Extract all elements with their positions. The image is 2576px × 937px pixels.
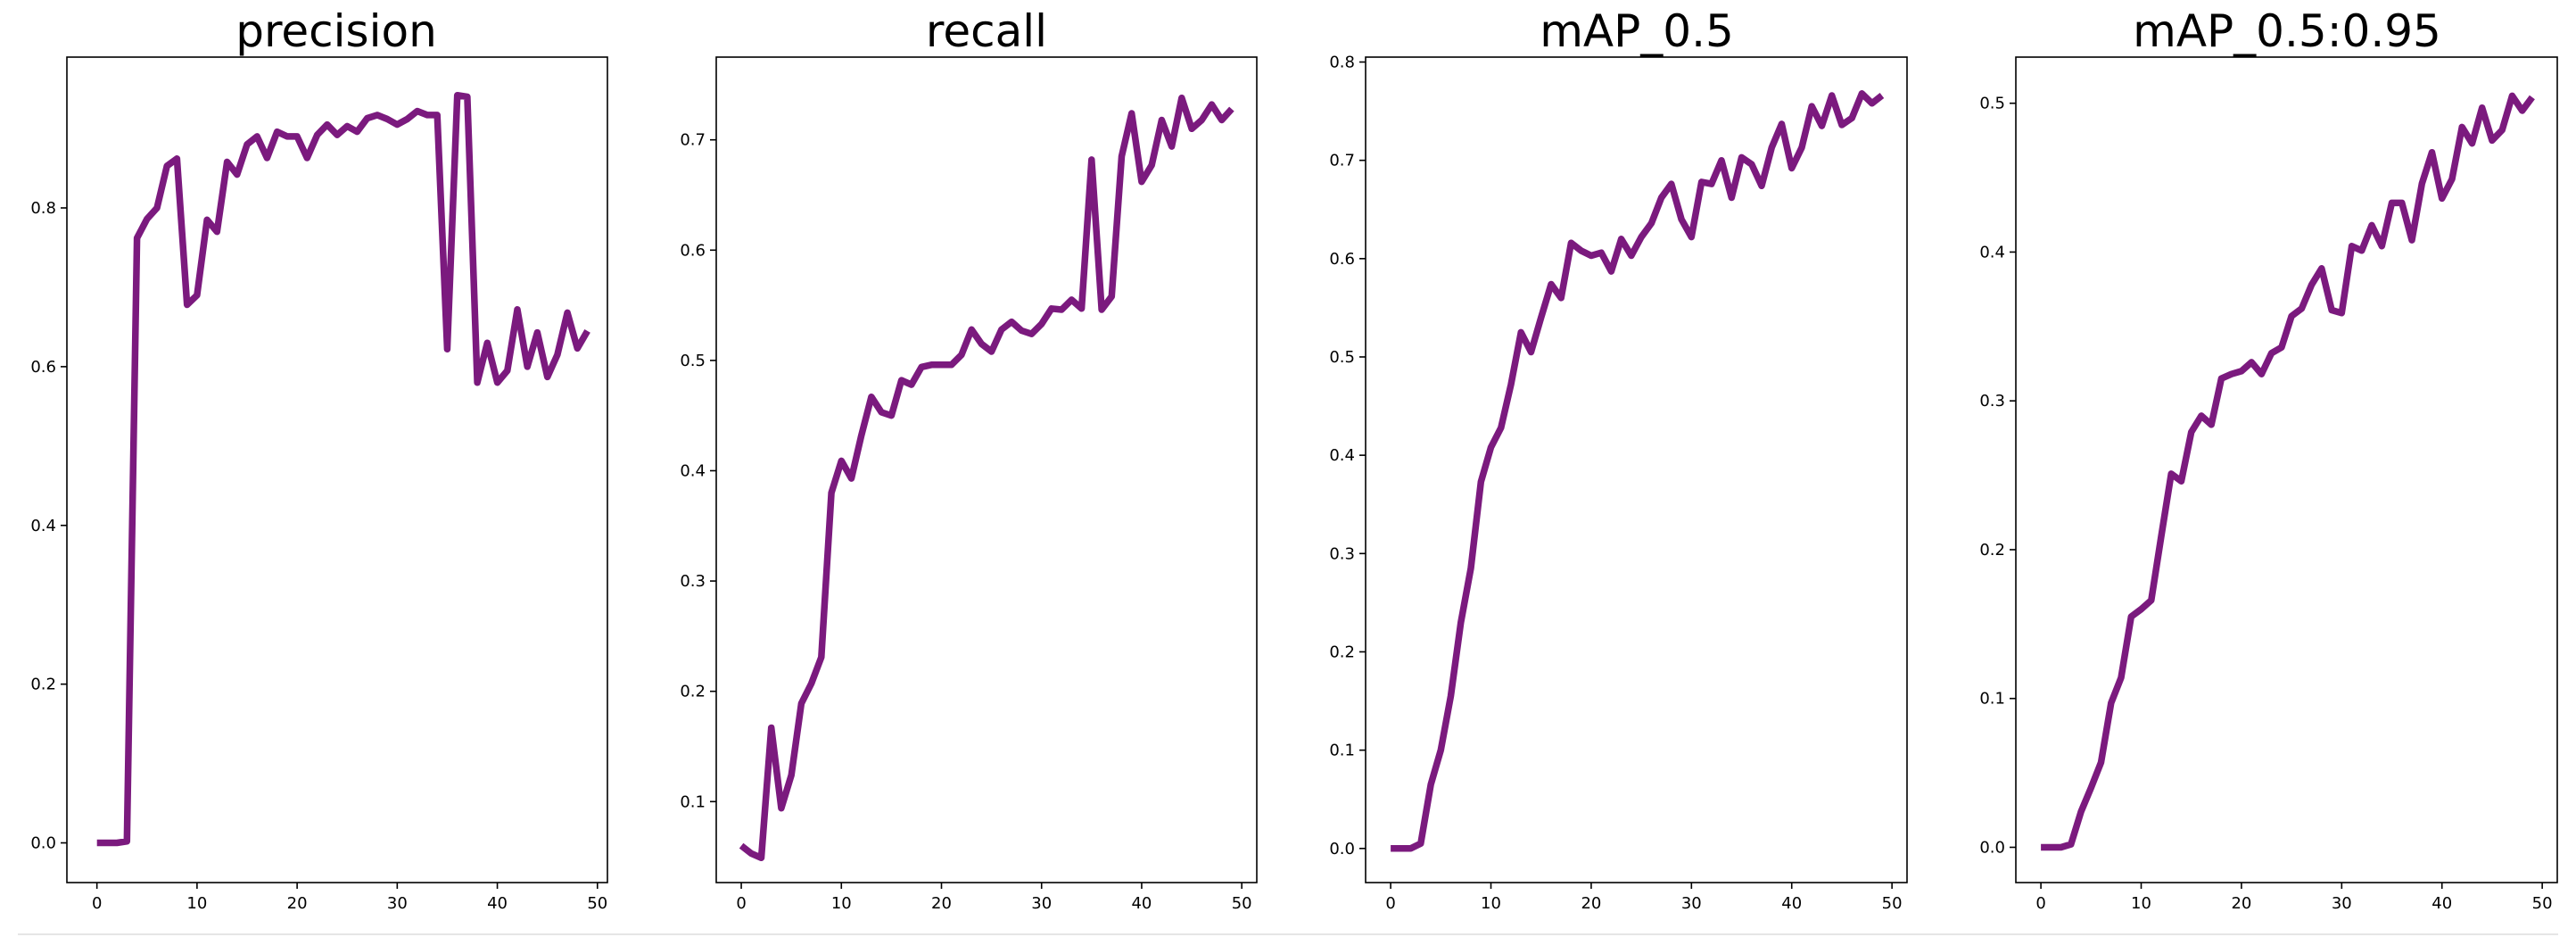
x-tick-label: 20 — [2231, 894, 2251, 913]
x-tick-label: 50 — [1882, 894, 1903, 913]
y-tick-label: 0.2 — [1979, 541, 2005, 560]
y-tick-label: 0.0 — [1329, 840, 1355, 858]
axes-frame — [715, 56, 1258, 883]
y-tick-label: 0.3 — [680, 572, 706, 591]
y-tick-label: 0.1 — [1329, 742, 1355, 760]
chart-recall: recall 0 10 20 30 40 50 0.1 0.2 0.3 0.4 0.5 0.6 0.7 — [680, 5, 1258, 913]
axes-frame — [2015, 56, 2558, 883]
y-tick-label: 0.3 — [1979, 392, 2005, 410]
y-tick-label: 0.2 — [1329, 643, 1355, 661]
series-line — [1391, 90, 1885, 852]
y-tick-label: 0.4 — [30, 517, 56, 535]
x-tick-label: 30 — [2332, 894, 2352, 913]
chart-map-0-5: mAP_0.5 0 10 20 30 40 50 0.0 0.1 0.2 0.3 0.4 0.5 0.6… — [1329, 5, 1908, 913]
y-tick-label: 0.4 — [1329, 446, 1355, 465]
y-tick-label: 0.3 — [1329, 544, 1355, 563]
x-tick-label: 30 — [387, 894, 408, 913]
x-tick-label: 30 — [1031, 894, 1052, 913]
y-tick-label: 0.4 — [680, 461, 706, 480]
x-tick-label: 50 — [2532, 894, 2553, 913]
chart-title: precision — [235, 5, 437, 57]
series-line — [96, 91, 590, 847]
y-tick-label: 0.6 — [680, 241, 706, 260]
x-tick-label: 0 — [92, 894, 102, 913]
x-tick-label: 0 — [1385, 894, 1395, 913]
x-tick-label: 40 — [487, 894, 508, 913]
y-tick-label: 0.2 — [680, 683, 706, 701]
x-tick-label: 40 — [1131, 894, 1152, 913]
x-tick-label: 40 — [2432, 894, 2452, 913]
x-tick-label: 20 — [287, 894, 308, 913]
x-tick-label: 40 — [1781, 894, 1802, 913]
y-tick-label: 0.5 — [1329, 348, 1355, 367]
y-tick-label: 0.8 — [1329, 54, 1355, 72]
x-tick-label: 10 — [831, 894, 852, 913]
y-tick-label: 0.2 — [30, 676, 56, 694]
x-tick-label: 0 — [2035, 894, 2045, 913]
axes-frame — [66, 56, 608, 883]
y-tick-label: 0.6 — [30, 358, 56, 377]
series-line — [2041, 92, 2535, 851]
y-tick-label: 0.5 — [1979, 95, 2005, 113]
x-tick-label: 0 — [736, 894, 746, 913]
chart-title: mAP_0.5 — [1540, 5, 1734, 57]
x-tick-label: 50 — [587, 894, 607, 913]
x-tick-label: 10 — [2131, 894, 2151, 913]
y-tick-label: 0.0 — [1979, 838, 2005, 857]
y-tick-label: 0.1 — [680, 792, 706, 811]
chart-title: recall — [926, 5, 1047, 57]
y-tick-label: 0.7 — [680, 131, 706, 150]
axes-frame — [1365, 56, 1908, 883]
series-line — [739, 94, 1234, 862]
y-tick-label: 0.0 — [30, 834, 56, 853]
x-tick-label: 20 — [1581, 894, 1601, 913]
chart-title: mAP_0.5:0.95 — [2133, 5, 2441, 57]
x-tick-label: 10 — [1481, 894, 1501, 913]
x-tick-label: 10 — [186, 894, 207, 913]
y-tick-label: 0.8 — [30, 199, 56, 218]
x-tick-label: 30 — [1681, 894, 1702, 913]
bottom-divider — [18, 933, 2558, 935]
chart-precision: precision 0 10 20 30 40 50 0.0 0.2 0.4 0.6 0.8 — [30, 5, 608, 913]
y-tick-label: 0.6 — [1329, 250, 1355, 269]
y-tick-label: 0.1 — [1979, 690, 2005, 709]
x-tick-label: 50 — [1232, 894, 1252, 913]
x-tick-label: 20 — [931, 894, 952, 913]
y-tick-label: 0.5 — [680, 352, 706, 370]
y-tick-label: 0.4 — [1979, 243, 2005, 261]
y-tick-label: 0.7 — [1329, 152, 1355, 170]
chart-map-0-5-0-95: mAP_0.5:0.95 0 10 20 30 40 50 0.0 0.1 0.2 0.3 0.4 0… — [1979, 5, 2558, 913]
